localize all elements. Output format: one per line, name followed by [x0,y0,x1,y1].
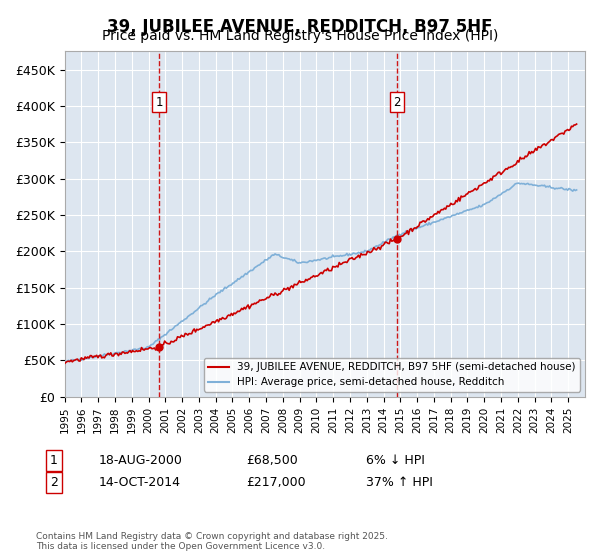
Text: 39, JUBILEE AVENUE, REDDITCH, B97 5HF: 39, JUBILEE AVENUE, REDDITCH, B97 5HF [107,18,493,36]
Text: £217,000: £217,000 [246,476,305,489]
Text: 18-AUG-2000: 18-AUG-2000 [99,454,183,467]
Text: 1: 1 [155,96,163,109]
Text: 2: 2 [393,96,401,109]
Text: 14-OCT-2014: 14-OCT-2014 [99,476,181,489]
Text: £68,500: £68,500 [246,454,298,467]
Text: 1: 1 [50,454,58,467]
Legend: 39, JUBILEE AVENUE, REDDITCH, B97 5HF (semi-detached house), HPI: Average price,: 39, JUBILEE AVENUE, REDDITCH, B97 5HF (s… [204,358,580,391]
Text: 6% ↓ HPI: 6% ↓ HPI [366,454,425,467]
Text: 2: 2 [50,476,58,489]
Text: 37% ↑ HPI: 37% ↑ HPI [366,476,433,489]
Text: Contains HM Land Registry data © Crown copyright and database right 2025.
This d: Contains HM Land Registry data © Crown c… [36,532,388,552]
Text: Price paid vs. HM Land Registry's House Price Index (HPI): Price paid vs. HM Land Registry's House … [102,29,498,43]
